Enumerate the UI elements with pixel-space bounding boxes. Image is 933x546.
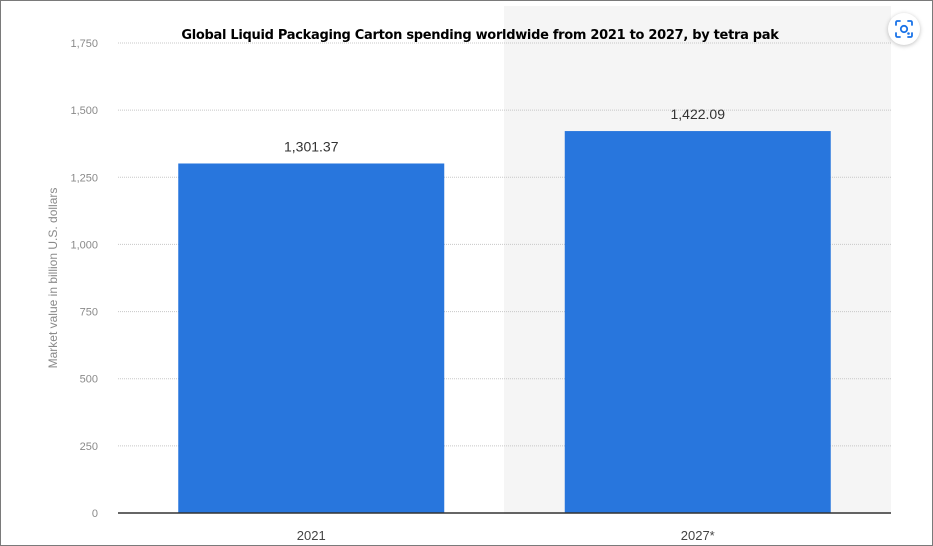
y-tick-label: 1,000 — [70, 239, 98, 251]
y-tick-label: 500 — [80, 374, 98, 386]
bar — [564, 131, 831, 513]
data-label: 1,301.37 — [284, 138, 339, 154]
y-tick-label: 1,750 — [70, 38, 98, 50]
data-label: 1,422.09 — [671, 106, 726, 122]
y-axis-label: Market value in billion U.S. dollars — [46, 188, 60, 369]
bar — [178, 163, 445, 513]
y-tick-label: 0 — [92, 508, 98, 520]
y-tick-label: 1,250 — [70, 172, 98, 184]
image-search-button[interactable] — [888, 13, 920, 45]
y-tick-label: 250 — [80, 441, 98, 453]
chart-title: Global Liquid Packaging Carton spending … — [181, 28, 779, 43]
x-tick-label: 2027* — [681, 528, 715, 543]
x-tick-label: 2021 — [297, 528, 326, 543]
image-search-icon — [895, 20, 913, 38]
y-tick-label: 750 — [80, 307, 98, 319]
y-tick-label: 1,500 — [70, 105, 98, 117]
